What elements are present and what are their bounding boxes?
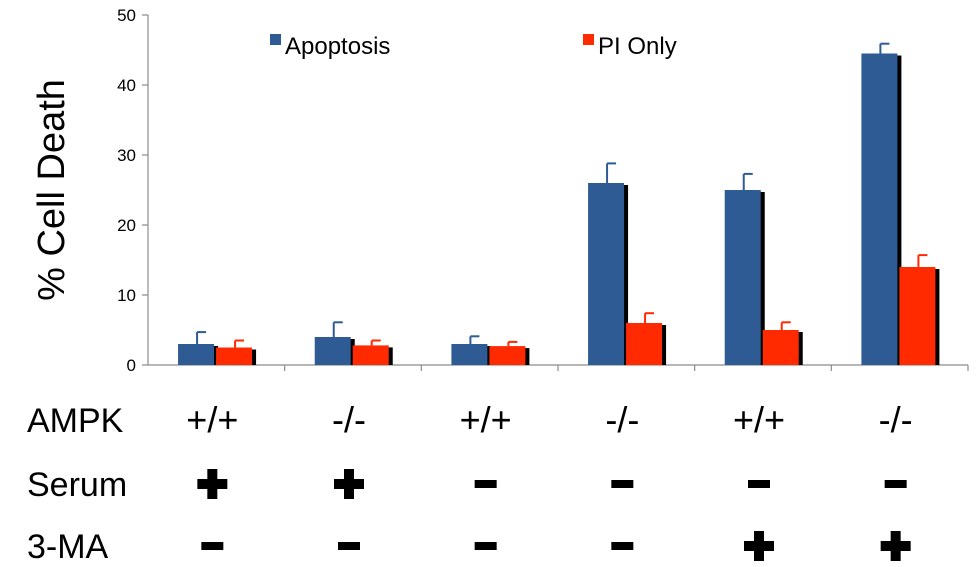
- condition-value: -/-: [605, 399, 639, 440]
- y-tick-label: 20: [117, 216, 136, 235]
- plus-icon-vbar: [890, 531, 901, 561]
- bar-pi-only: [352, 345, 389, 365]
- plus-icon-vbar: [754, 531, 764, 561]
- y-tick-label: 10: [117, 286, 136, 305]
- bar-apoptosis: [724, 190, 761, 365]
- legend-swatch: [270, 34, 281, 45]
- y-tick-label: 30: [117, 146, 136, 165]
- condition-value: -/-: [879, 399, 913, 440]
- bar-apoptosis: [314, 337, 351, 365]
- bar-pi-only: [626, 323, 663, 365]
- y-tick-label: 40: [117, 76, 136, 95]
- minus-icon: [201, 542, 224, 550]
- plus-icon-vbar: [344, 469, 354, 499]
- legend-label: Apoptosis: [285, 33, 390, 60]
- bar-apoptosis: [861, 53, 898, 365]
- condition-value: +/+: [733, 399, 785, 440]
- legend-label: PI Only: [598, 33, 677, 60]
- minus-icon: [884, 480, 907, 488]
- plus-icon: [197, 469, 228, 499]
- plus-icon: [334, 469, 364, 499]
- y-axis-label: % Cell Death: [31, 79, 73, 301]
- bar-pi-only: [899, 267, 936, 365]
- bar-pi-only: [216, 347, 253, 365]
- minus-icon: [474, 480, 497, 488]
- minus-icon: [611, 480, 634, 488]
- minus-icon: [611, 542, 634, 550]
- bar-pi-only: [762, 330, 799, 365]
- minus-icon: [748, 480, 770, 488]
- condition-value: +/+: [460, 399, 512, 440]
- y-tick-label: 0: [127, 356, 136, 375]
- condition-label-serum: Serum: [27, 466, 127, 504]
- condition-value: -/-: [332, 399, 366, 440]
- legend-swatch: [583, 34, 594, 45]
- plus-icon-vbar: [207, 469, 218, 499]
- bar-apoptosis: [588, 183, 625, 365]
- plus-icon: [880, 531, 911, 561]
- y-tick-label: 50: [117, 6, 136, 25]
- condition-label-ampk: AMPK: [27, 402, 124, 440]
- minus-icon: [474, 542, 497, 550]
- bar-pi-only: [489, 346, 526, 365]
- bar-apoptosis: [178, 344, 215, 365]
- condition-label-3-ma: 3-MA: [27, 528, 109, 566]
- plus-icon: [744, 531, 774, 561]
- bar-apoptosis: [451, 344, 488, 365]
- minus-icon: [338, 542, 360, 550]
- condition-value: +/+: [186, 399, 238, 440]
